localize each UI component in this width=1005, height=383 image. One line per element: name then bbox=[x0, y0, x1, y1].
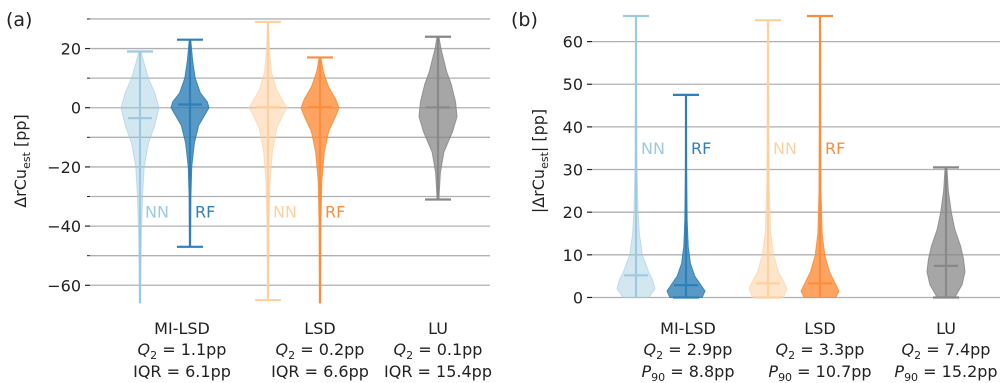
group-stat-1: Q2 = 7.4pp bbox=[902, 340, 991, 362]
group-name: LU bbox=[428, 319, 448, 338]
violin-series-lu bbox=[926, 166, 966, 299]
y-tick-labels: 0 10 20 30 40 50 60 bbox=[563, 33, 583, 308]
group-stat-2: P90 = 10.7pp bbox=[768, 362, 871, 383]
violin-nn-mi-lsd: NN bbox=[616, 14, 665, 298]
y-tick-label: 30 bbox=[563, 161, 583, 180]
y-axis-label: ΔrCuest [pp] bbox=[11, 114, 33, 208]
violin-rf-mi-lsd: RF bbox=[170, 38, 215, 248]
y-tick-label: 50 bbox=[563, 75, 583, 94]
y-tick-label: 20 bbox=[563, 203, 583, 222]
y-tick-label: 0 bbox=[71, 99, 81, 118]
y-axis-label: |ΔrCuest| [pp] bbox=[529, 109, 551, 213]
violin-nn-lsd: NN bbox=[748, 19, 797, 299]
y-tick-labels: −60 −40 −20 0 20 bbox=[47, 40, 81, 296]
y-tick-label: 10 bbox=[563, 246, 583, 265]
panel-label: (b) bbox=[511, 9, 538, 31]
group-stat-2: IQR = 15.4pp bbox=[384, 362, 492, 381]
group-stat-2: P90 = 15.2pp bbox=[894, 362, 997, 383]
panel-label: (a) bbox=[6, 9, 32, 31]
y-tick-label: −40 bbox=[47, 217, 81, 236]
series-label: NN bbox=[641, 139, 665, 158]
y-tick-label: 40 bbox=[563, 118, 583, 137]
violin-rf-lsd: RF bbox=[800, 14, 845, 298]
series-label: NN bbox=[273, 202, 297, 221]
group-name: LSD bbox=[804, 319, 835, 338]
group-stat-2: P90 = 8.8pp bbox=[642, 362, 735, 383]
series-label: NN bbox=[773, 139, 797, 158]
series-label: RF bbox=[325, 202, 345, 221]
group-stat-1: Q2 = 2.9pp bbox=[644, 340, 733, 362]
y-tick-label: −60 bbox=[47, 276, 81, 295]
violin-nn-mi-lsd: NN bbox=[120, 50, 169, 304]
violin-rf-mi-lsd: RF bbox=[666, 93, 711, 299]
y-tick-label: 0 bbox=[573, 288, 583, 307]
series-label: RF bbox=[195, 202, 215, 221]
violin-nn-lsd: NN bbox=[248, 20, 297, 302]
panel-b: (b) 0 10 20 30 40 50 60 |ΔrCuest| [pp] NN RF NN RF MI… bbox=[511, 9, 1000, 383]
y-tick-label: 60 bbox=[563, 33, 583, 52]
y-tick-label: −20 bbox=[47, 158, 81, 177]
group-stat-1: Q2 = 0.1pp bbox=[394, 340, 483, 362]
series-label: RF bbox=[691, 139, 711, 158]
group-name: LU bbox=[936, 319, 956, 338]
group-name: MI-LSD bbox=[660, 319, 716, 338]
gridlines bbox=[85, 18, 490, 286]
series-label: RF bbox=[825, 139, 845, 158]
group-stat-2: IQR = 6.6pp bbox=[271, 362, 369, 381]
group-name: LSD bbox=[304, 319, 335, 338]
group-stat-1: Q2 = 1.1pp bbox=[138, 340, 227, 362]
group-stat-2: IQR = 6.1pp bbox=[133, 362, 231, 381]
y-tick-label: 20 bbox=[61, 40, 81, 59]
gridlines bbox=[587, 40, 1000, 299]
group-stat-1: Q2 = 0.2pp bbox=[276, 340, 365, 362]
group-name: MI-LSD bbox=[154, 319, 210, 338]
panel-a: (a) −60 −40 −20 0 20 ΔrCuest [pp] NN RF NN RF MI-LS… bbox=[6, 9, 492, 381]
series-label: NN bbox=[145, 202, 169, 221]
violin-rf-lsd: RF bbox=[300, 56, 345, 304]
violin-series-lu bbox=[418, 35, 458, 201]
group-stat-1: Q2 = 3.3pp bbox=[776, 340, 865, 362]
